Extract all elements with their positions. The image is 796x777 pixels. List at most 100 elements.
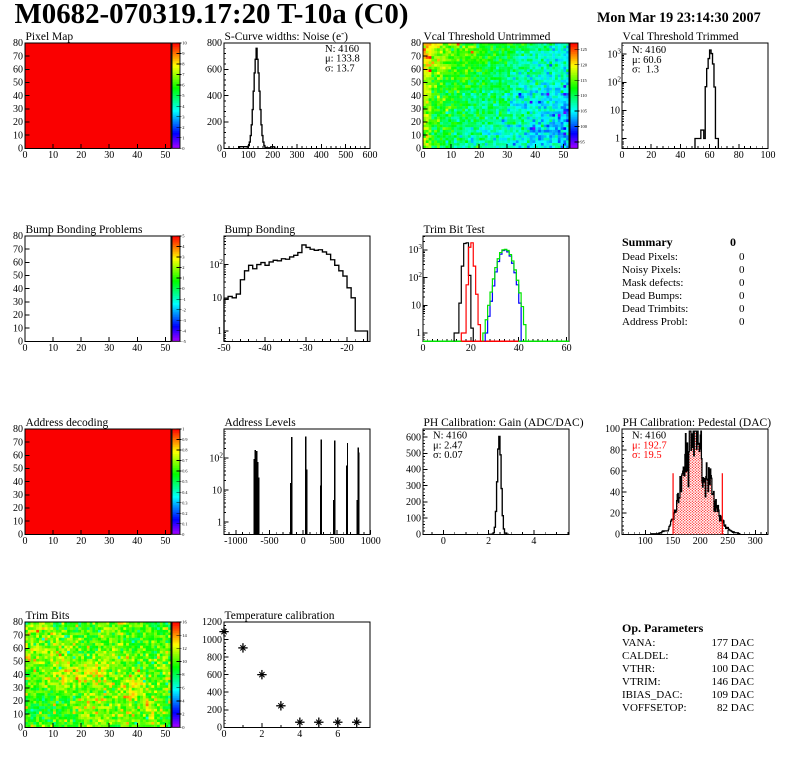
svg-text:0.5: 0.5	[182, 479, 187, 484]
svg-text:60: 60	[610, 466, 620, 477]
svg-text:0: 0	[18, 530, 23, 541]
svg-text:500: 500	[330, 536, 345, 547]
svg-text:20: 20	[76, 150, 86, 161]
svg-text:VTHR:: VTHR:	[622, 663, 655, 675]
svg-text:6: 6	[182, 83, 185, 88]
svg-text:50: 50	[13, 464, 23, 475]
svg-text:-3: -3	[182, 318, 186, 323]
svg-text:60: 60	[13, 644, 23, 655]
svg-text:0: 0	[217, 144, 222, 155]
svg-text:20: 20	[13, 310, 23, 321]
svg-text:μ: 133.8: μ: 133.8	[325, 54, 360, 65]
svg-text:Trim Bits: Trim Bits	[26, 610, 71, 622]
svg-text:0: 0	[739, 290, 745, 302]
svg-text:0.8: 0.8	[182, 448, 187, 453]
svg-text:40: 40	[132, 150, 142, 161]
svg-text:0: 0	[730, 235, 736, 249]
svg-text:Trim Bit Test: Trim Bit Test	[424, 224, 486, 236]
svg-text:0: 0	[182, 725, 185, 730]
svg-text:2: 2	[486, 536, 491, 547]
svg-text:10: 10	[411, 130, 421, 141]
svg-text:200: 200	[207, 705, 222, 716]
svg-text:10: 10	[610, 106, 620, 117]
svg-text:5: 5	[182, 93, 185, 98]
svg-text:60: 60	[13, 451, 23, 462]
svg-text:20: 20	[76, 536, 86, 547]
svg-text:105: 105	[580, 109, 588, 114]
svg-text:10: 10	[13, 516, 23, 527]
svg-text:10: 10	[411, 301, 421, 312]
svg-text:30: 30	[411, 104, 421, 115]
svg-text:1000: 1000	[202, 635, 222, 646]
svg-text:10: 10	[48, 343, 58, 354]
svg-text:0.7: 0.7	[182, 458, 187, 463]
svg-text:Op. Parameters: Op. Parameters	[622, 621, 704, 635]
svg-text:50: 50	[160, 536, 170, 547]
svg-text:30: 30	[13, 104, 23, 115]
svg-text:Temperature calibration: Temperature calibration	[225, 610, 335, 622]
svg-text:0.9: 0.9	[182, 437, 187, 442]
svg-text:μ: 60.6: μ: 60.6	[632, 55, 662, 66]
svg-text:84 DAC: 84 DAC	[717, 650, 754, 662]
svg-text:0.3: 0.3	[182, 500, 187, 505]
svg-text:S-Curve widths: Noise (e-): S-Curve widths: Noise (e-)	[225, 28, 349, 43]
svg-text:800: 800	[207, 652, 222, 663]
svg-text:80: 80	[411, 38, 421, 49]
svg-text:600: 600	[406, 432, 421, 443]
svg-text:400: 400	[207, 91, 222, 102]
svg-text:10: 10	[182, 41, 187, 46]
svg-text:20: 20	[411, 117, 421, 128]
svg-text:100: 100	[580, 124, 588, 129]
svg-text:Mask defects:: Mask defects:	[622, 277, 683, 289]
svg-text:Address decoding: Address decoding	[26, 417, 109, 429]
svg-text:7: 7	[182, 72, 185, 77]
svg-text:100 DAC: 100 DAC	[712, 663, 754, 675]
svg-text:30: 30	[104, 536, 114, 547]
svg-text:50: 50	[13, 78, 23, 89]
svg-text:Pixel Map: Pixel Map	[26, 31, 74, 43]
svg-text:100: 100	[605, 424, 620, 435]
svg-text:0: 0	[416, 530, 421, 541]
svg-text:-2: -2	[182, 307, 186, 312]
svg-text:8: 8	[182, 62, 185, 67]
svg-text:109 DAC: 109 DAC	[712, 689, 754, 701]
svg-text:-30: -30	[299, 343, 312, 354]
svg-text:110: 110	[580, 93, 587, 98]
svg-text:125: 125	[580, 47, 588, 52]
svg-text:200: 200	[265, 150, 280, 161]
svg-text:10: 10	[13, 130, 23, 141]
svg-text:VTRIM:: VTRIM:	[622, 676, 661, 688]
svg-text:0: 0	[23, 536, 28, 547]
svg-text:80: 80	[13, 231, 23, 242]
svg-text:300: 300	[406, 481, 421, 492]
svg-text:300: 300	[290, 150, 305, 161]
svg-text:80: 80	[610, 445, 620, 456]
svg-text:0.2: 0.2	[182, 511, 187, 516]
svg-text:Bump Bonding: Bump Bonding	[225, 224, 296, 236]
svg-text:16: 16	[182, 620, 187, 625]
svg-text:6: 6	[182, 685, 185, 690]
svg-text:40: 40	[13, 670, 23, 681]
svg-text:5: 5	[182, 234, 185, 239]
svg-text:80: 80	[734, 150, 744, 161]
svg-text:60: 60	[411, 65, 421, 76]
svg-text:20: 20	[13, 696, 23, 707]
svg-text:0: 0	[301, 536, 306, 547]
svg-text:8: 8	[182, 672, 185, 677]
svg-text:10: 10	[48, 729, 58, 740]
svg-text:-5: -5	[182, 339, 186, 344]
svg-text:40: 40	[132, 536, 142, 547]
svg-text:N: 4160: N: 4160	[325, 44, 359, 55]
svg-text:0: 0	[739, 251, 745, 263]
svg-text:2: 2	[182, 712, 184, 717]
svg-text:80: 80	[13, 617, 23, 628]
svg-text:Bump Bonding Problems: Bump Bonding Problems	[26, 224, 143, 236]
svg-text:50: 50	[558, 150, 568, 161]
svg-text:Mon Mar 19 23:14:30 2007: Mon Mar 19 23:14:30 2007	[597, 10, 761, 26]
svg-text:70: 70	[13, 51, 23, 62]
svg-text:500: 500	[406, 449, 421, 460]
svg-text:14: 14	[182, 633, 187, 638]
svg-text:σ: 0.07: σ: 0.07	[433, 450, 463, 461]
svg-text:30: 30	[13, 490, 23, 501]
svg-text:30: 30	[104, 150, 114, 161]
